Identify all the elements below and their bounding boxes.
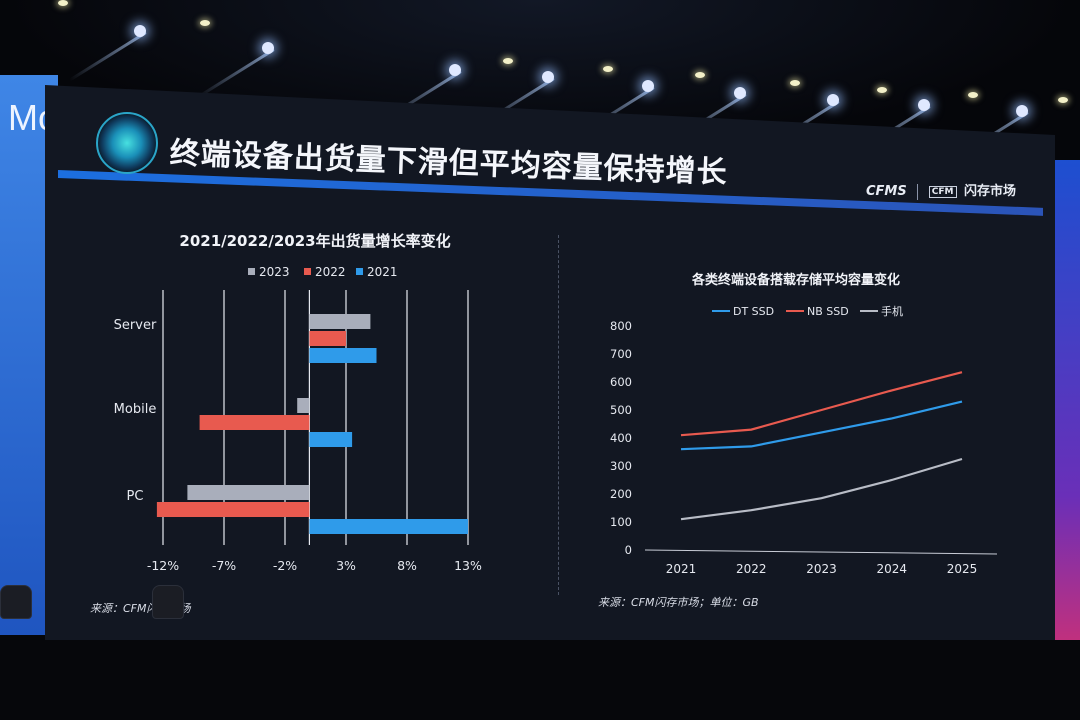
bar-mark xyxy=(156,502,310,517)
line-y-tick-label: 300 xyxy=(610,459,632,473)
line-series xyxy=(680,457,963,521)
bar-x-tick-label: 13% xyxy=(454,558,482,573)
line-chart-source: 来源：CFM闪存市场；单位：GB xyxy=(598,596,759,609)
line-x-tick-label: 2021 xyxy=(666,562,697,576)
bar-category-label: Mobile xyxy=(114,402,157,417)
brand-right: 闪存市场 xyxy=(964,184,1017,199)
line-x-tick-label: 2023 xyxy=(806,562,837,576)
line-y-tick-label: 500 xyxy=(610,403,632,417)
slide-logo-icon xyxy=(96,112,158,174)
stage-light-dot xyxy=(877,87,887,93)
line-y-tick-label: 0 xyxy=(625,543,632,557)
line-series xyxy=(680,400,963,451)
stage-spotlight-fixture xyxy=(0,585,32,619)
stage-lamp xyxy=(642,80,654,92)
line-y-tick-label: 800 xyxy=(610,319,632,333)
stage-light-dot xyxy=(695,72,705,78)
bar-x-tick-label: -7% xyxy=(212,558,236,573)
bar-mark xyxy=(199,415,310,430)
bar-mark xyxy=(309,348,377,363)
stage-lamp xyxy=(827,94,839,106)
bar-x-tick-label: 8% xyxy=(397,558,417,573)
stage-lamp xyxy=(918,99,930,111)
stage-light-dot xyxy=(968,92,978,98)
bar-mark xyxy=(309,314,371,329)
bar-mark xyxy=(309,432,353,447)
bar-legend-label: 2021 xyxy=(367,265,398,279)
bar-legend-label: 2023 xyxy=(259,265,290,279)
brand-separator xyxy=(917,183,919,200)
bar-chart-title: 2021/2022/2023年出货量增长率变化 xyxy=(179,232,450,250)
line-x-axis xyxy=(644,549,998,555)
line-legend-label: NB SSD xyxy=(807,305,849,318)
bar-mark xyxy=(309,331,346,346)
line-x-tick-label: 2025 xyxy=(947,562,978,576)
line-y-tick-label: 400 xyxy=(610,431,632,445)
stage-lamp xyxy=(542,71,554,83)
bar-x-tick-label: -12% xyxy=(147,558,179,573)
stage-light-dot xyxy=(790,80,800,86)
stage-spotlight-fixture xyxy=(152,585,184,619)
line-legend-label: 手机 xyxy=(881,304,903,318)
bar-x-tick-label: -2% xyxy=(273,558,297,573)
line-y-tick-label: 100 xyxy=(610,515,632,529)
stage-light-dot xyxy=(200,20,210,26)
stage-lamp xyxy=(734,87,746,99)
brand-logo: CFMS CFM 闪存市场 xyxy=(866,180,1016,200)
line-x-tick-label: 2022 xyxy=(736,562,767,576)
line-legend-label: DT SSD xyxy=(733,305,774,318)
line-series xyxy=(680,371,963,437)
bar-mark xyxy=(309,519,468,534)
stage-light-dot xyxy=(503,58,513,64)
stage-light-dot xyxy=(1058,97,1068,103)
chart-divider xyxy=(558,235,559,595)
bar-legend-swatch xyxy=(356,268,363,275)
brand-left: CFMS xyxy=(866,184,907,199)
line-x-tick-label: 2024 xyxy=(876,562,907,576)
line-y-tick-label: 700 xyxy=(610,347,632,361)
line-chart-title: 各类终端设备搭载存储平均容量变化 xyxy=(691,272,900,288)
bar-mark xyxy=(187,485,310,500)
stage-light-dot xyxy=(603,66,613,72)
bar-legend-label: 2022 xyxy=(315,265,346,279)
stage-lamp xyxy=(1016,105,1028,117)
line-y-tick-label: 600 xyxy=(610,375,632,389)
line-y-tick-label: 200 xyxy=(610,487,632,501)
bar-mark xyxy=(297,398,310,413)
bar-category-label: Server xyxy=(114,318,157,333)
bar-legend-swatch xyxy=(248,268,255,275)
bar-category-label: PC xyxy=(127,489,144,504)
floor-light-strip-2 xyxy=(0,640,1080,720)
bar-x-tick-label: 3% xyxy=(336,558,356,573)
stage-light-dot xyxy=(58,0,68,6)
stage-lamp xyxy=(449,64,461,76)
stage-lamp xyxy=(134,25,146,37)
brand-box: CFM xyxy=(928,185,957,198)
bar-legend-swatch xyxy=(304,268,311,275)
stage-lamp xyxy=(262,42,274,54)
